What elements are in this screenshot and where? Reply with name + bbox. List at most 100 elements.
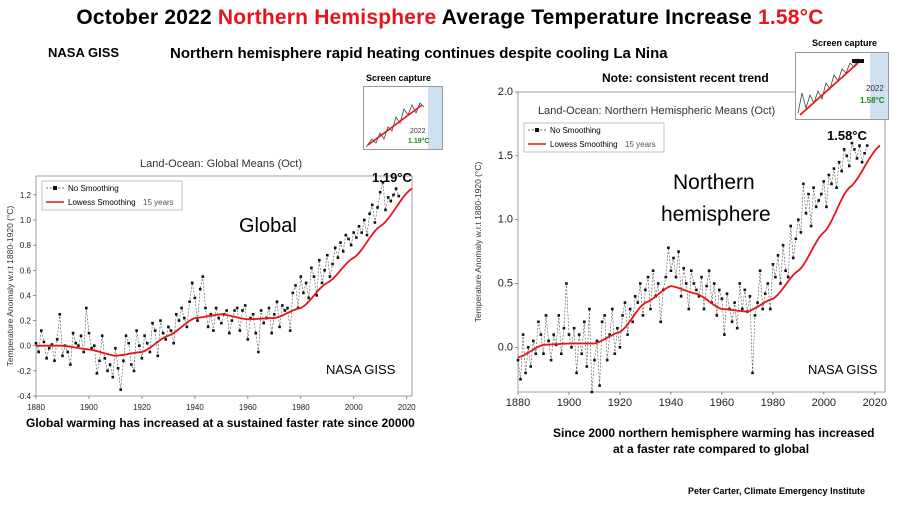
inset-label: Screen capture [366, 73, 432, 83]
data-point [360, 231, 363, 234]
data-point [720, 297, 724, 301]
data-point [784, 269, 787, 272]
northern-hemisphere-chart: Land-Ocean: Northern Hemispheric Means (… [473, 86, 887, 409]
data-point [769, 307, 772, 311]
x-tick-label: 1920 [133, 403, 151, 412]
y-axis-label: Temperature Anomaly w.r.t 1880-1920 (°C) [5, 205, 15, 366]
inset-year: 2022 [410, 128, 426, 135]
data-point [807, 192, 810, 196]
data-point [641, 314, 645, 317]
data-point [763, 292, 767, 295]
data-point [344, 233, 348, 237]
data-point [389, 199, 393, 203]
data-point [34, 341, 38, 345]
x-tick-label: 1980 [761, 397, 785, 409]
data-point [532, 339, 535, 343]
x-tick-label: 2000 [812, 397, 836, 409]
data-point [90, 346, 93, 350]
data-point [542, 352, 545, 355]
data-point [288, 329, 292, 332]
data-point [331, 262, 334, 266]
y-tick-label: 1.0 [498, 214, 513, 226]
data-point [201, 275, 205, 278]
x-tick-label: 1960 [710, 397, 734, 409]
y-tick-label: 1.2 [20, 191, 32, 200]
caption-right-line1: Since 2000 northern hemisphere warming h… [553, 426, 875, 440]
data-point [590, 390, 594, 394]
x-tick-label: 1920 [608, 397, 632, 409]
global-chart: Land-Ocean: Global Means (Oct) 1880 1900 1… [5, 158, 416, 412]
data-point [169, 329, 173, 332]
data-point [814, 205, 818, 209]
x-tick-label: 1880 [27, 403, 45, 412]
legend: No Smoothing Lowess Smoothing 15 years [41, 180, 183, 211]
data-point [603, 314, 606, 317]
data-point [623, 301, 627, 304]
data-point [812, 186, 815, 189]
legend-entry-smooth: Lowess Smoothing [550, 140, 618, 149]
data-point [376, 206, 379, 209]
data-point [751, 371, 754, 375]
data-point [669, 269, 673, 272]
data-point [682, 266, 685, 270]
x-tick-label: 1940 [186, 403, 204, 412]
data-point [302, 291, 305, 295]
data-point [85, 306, 88, 310]
data-point [848, 164, 851, 168]
data-point [820, 192, 823, 196]
chart-source-label: NASA GISS [326, 362, 396, 377]
chart-title: Land-Ocean: Global Means (Oct) [140, 158, 302, 170]
data-point [198, 287, 202, 291]
data-point [723, 333, 726, 336]
legend-entry-raw: No Smoothing [68, 184, 119, 193]
data-point [130, 363, 133, 366]
x-tick-label: 1880 [506, 397, 530, 409]
data-point [175, 313, 178, 316]
data-point [840, 169, 843, 173]
data-point [786, 275, 790, 279]
data-point [697, 295, 701, 298]
data-point [209, 313, 213, 316]
data-point [196, 319, 199, 322]
data-point [214, 306, 218, 310]
data-point [651, 269, 655, 272]
data-point [827, 173, 831, 177]
overlay-label-hemisphere: hemisphere [661, 203, 771, 226]
data-point [291, 291, 295, 295]
data-point [544, 314, 548, 317]
data-point [320, 281, 324, 285]
data-point [774, 275, 777, 279]
data-point [547, 339, 550, 343]
overlay-label-global: Global [239, 215, 297, 237]
data-point [733, 301, 736, 304]
data-point [585, 365, 589, 368]
legend: No Smoothing Lowess Smoothing 15 years [523, 122, 665, 153]
data-point [77, 344, 80, 347]
credit-line: Peter Carter, Climate Emergency Institut… [688, 486, 866, 496]
data-point [326, 253, 329, 257]
data-point [600, 320, 604, 324]
data-point [743, 288, 747, 292]
data-point [865, 144, 869, 147]
data-point [549, 358, 553, 362]
data-point [384, 208, 387, 212]
data-point [159, 319, 162, 322]
data-point [42, 340, 46, 344]
data-point [235, 306, 239, 310]
trend-note: Note: consistent recent trend [602, 71, 769, 85]
data-point [281, 304, 284, 307]
data-point [333, 246, 337, 249]
data-point [766, 282, 770, 285]
data-point [220, 321, 223, 325]
data-point [312, 275, 316, 278]
screen-capture-inset-global: Screen capture 2022 1.19°C [363, 73, 443, 153]
data-point [677, 250, 680, 253]
data-point [692, 282, 696, 285]
series-line-raw [517, 142, 868, 393]
data-point [516, 358, 520, 362]
data-point [82, 350, 85, 354]
data-point [394, 187, 398, 190]
data-point [771, 263, 775, 266]
data-point [646, 275, 650, 279]
overlay-label-northern: Northern [673, 171, 755, 194]
